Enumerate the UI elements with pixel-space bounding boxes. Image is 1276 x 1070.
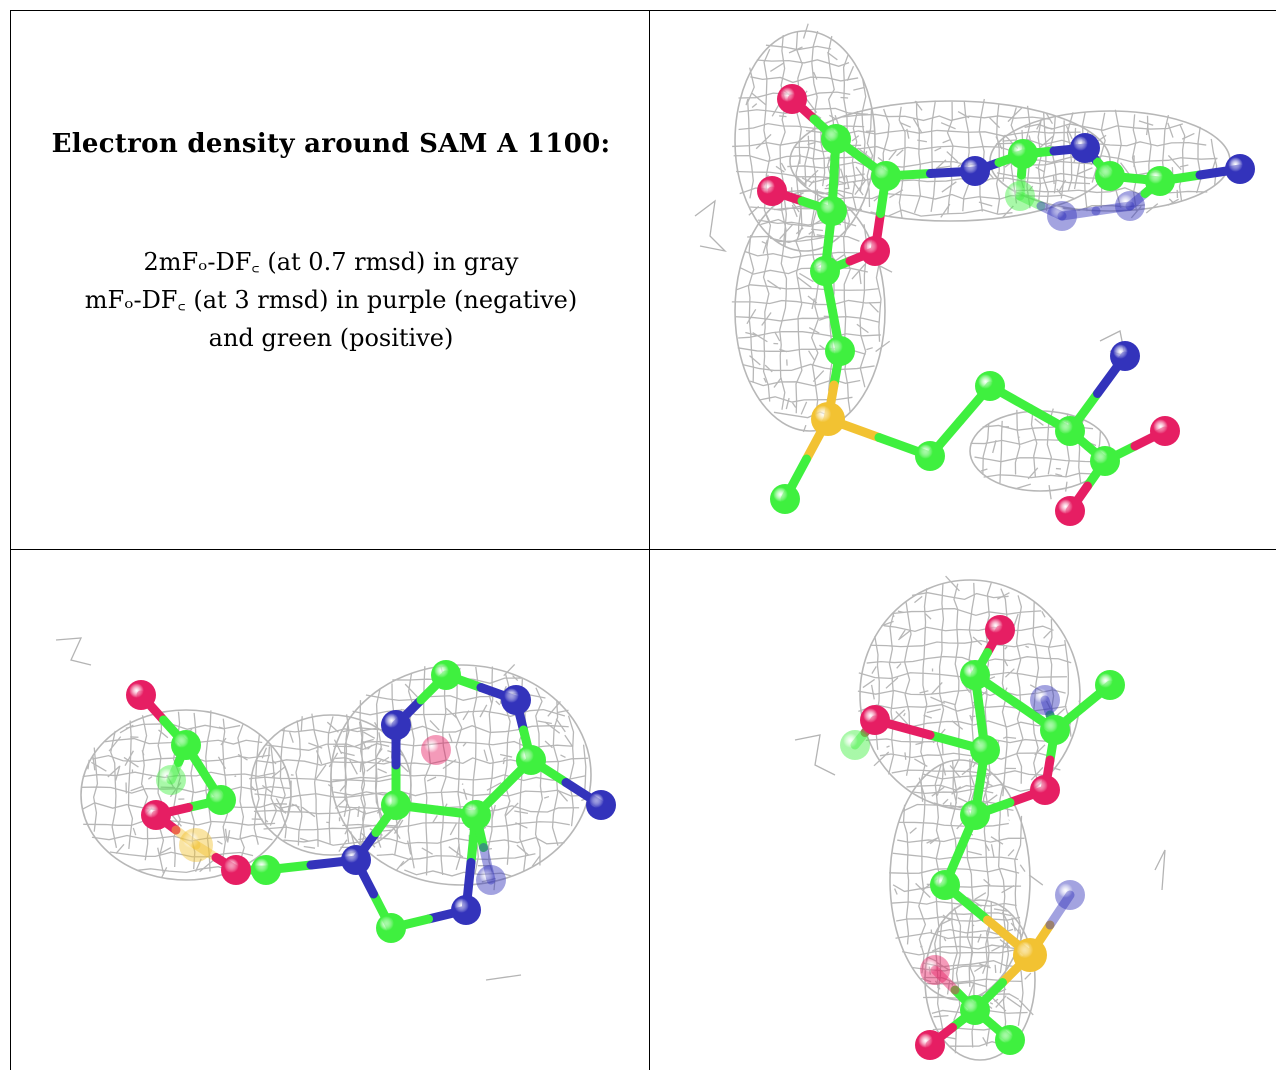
carbon-atom	[810, 256, 840, 286]
carbon-atom	[381, 790, 411, 820]
density-view-top-right	[650, 10, 1276, 550]
molecule-model	[840, 615, 1125, 1060]
nitrogen-atom	[451, 895, 481, 925]
carbon-atom	[516, 745, 546, 775]
oxygen-atom	[1150, 416, 1180, 446]
density-view-bottom-right	[650, 550, 1276, 1070]
legend-line-2: mFₒ-DF꜀ (at 3 rmsd) in purple (negative)	[84, 286, 578, 314]
sulfur-atom	[179, 828, 213, 862]
carbon-atom	[960, 995, 990, 1025]
nitrogen-atom	[501, 685, 531, 715]
legend-text: 2mFₒ-DF꜀ (at 0.7 rmsd) in gray mFₒ-DF꜀ (…	[11, 243, 649, 357]
nitrogen-atom	[1047, 201, 1077, 231]
density-view-bottom-left	[10, 550, 650, 1070]
oxygen-atom	[860, 236, 890, 266]
sulfur-atom	[1013, 938, 1047, 972]
carbon-atom	[461, 800, 491, 830]
carbon-atom	[770, 484, 800, 514]
nitrogen-atom	[586, 790, 616, 820]
density-mesh	[80, 664, 593, 891]
oxygen-atom	[920, 955, 950, 985]
nitrogen-atom	[960, 156, 990, 186]
carbon-atom	[960, 800, 990, 830]
carbon-atom	[915, 441, 945, 471]
molecule-model	[757, 84, 1255, 526]
carbon-atom	[156, 765, 186, 795]
sulfur-atom	[811, 402, 845, 436]
density-fragment	[794, 734, 1166, 891]
carbon-atom	[376, 913, 406, 943]
molecule-density-view-icon	[55, 637, 616, 981]
caption-cell: Electron density around SAM A 1100: 2mFₒ…	[10, 10, 650, 550]
carbon-atom	[871, 161, 901, 191]
carbon-atom	[171, 730, 201, 760]
oxygen-atom	[757, 176, 787, 206]
carbon-atom	[1095, 161, 1125, 191]
oxygen-atom	[141, 800, 171, 830]
carbon-atom	[251, 855, 281, 885]
carbon-atom	[1005, 181, 1035, 211]
nitrogen-atom	[476, 865, 506, 895]
carbon-atom	[817, 196, 847, 226]
carbon-atom	[1008, 139, 1038, 169]
molecule-model	[126, 660, 616, 943]
legend-line-1: 2mFₒ-DF꜀ (at 0.7 rmsd) in gray	[143, 248, 519, 276]
oxygen-atom	[421, 735, 451, 765]
carbon-atom	[1095, 670, 1125, 700]
carbon-atom	[1145, 166, 1175, 196]
carbon-atom	[1040, 715, 1070, 745]
nitrogen-atom	[1055, 880, 1085, 910]
density-fragment	[55, 637, 522, 981]
oxygen-atom	[126, 680, 156, 710]
nitrogen-atom	[1225, 154, 1255, 184]
nitrogen-atom	[341, 845, 371, 875]
oxygen-atom	[1055, 496, 1085, 526]
oxygen-atom	[777, 84, 807, 114]
carbon-atom	[1055, 416, 1085, 446]
carbon-atom	[840, 730, 870, 760]
nitrogen-atom	[381, 710, 411, 740]
carbon-atom	[930, 870, 960, 900]
oxygen-atom	[915, 1030, 945, 1060]
nitrogen-atom	[1030, 685, 1060, 715]
carbon-atom	[1090, 446, 1120, 476]
oxygen-atom	[860, 705, 890, 735]
nitrogen-atom	[1070, 133, 1100, 163]
carbon-atom	[975, 371, 1005, 401]
carbon-atom	[431, 660, 461, 690]
legend-line-3: and green (positive)	[208, 324, 454, 352]
carbon-atom	[825, 336, 855, 366]
oxygen-atom	[985, 615, 1015, 645]
carbon-atom	[995, 1025, 1025, 1055]
molecule-density-view-icon	[694, 23, 1255, 526]
carbon-atom	[206, 785, 236, 815]
carbon-atom	[821, 124, 851, 154]
oxygen-atom	[221, 855, 251, 885]
molecule-density-view-icon	[794, 575, 1166, 1061]
nitrogen-atom	[1110, 341, 1140, 371]
nitrogen-atom	[1115, 191, 1145, 221]
carbon-atom	[970, 735, 1000, 765]
figure-title: Electron density around SAM A 1100:	[51, 129, 611, 159]
oxygen-atom	[1030, 775, 1060, 805]
carbon-atom	[960, 660, 990, 690]
